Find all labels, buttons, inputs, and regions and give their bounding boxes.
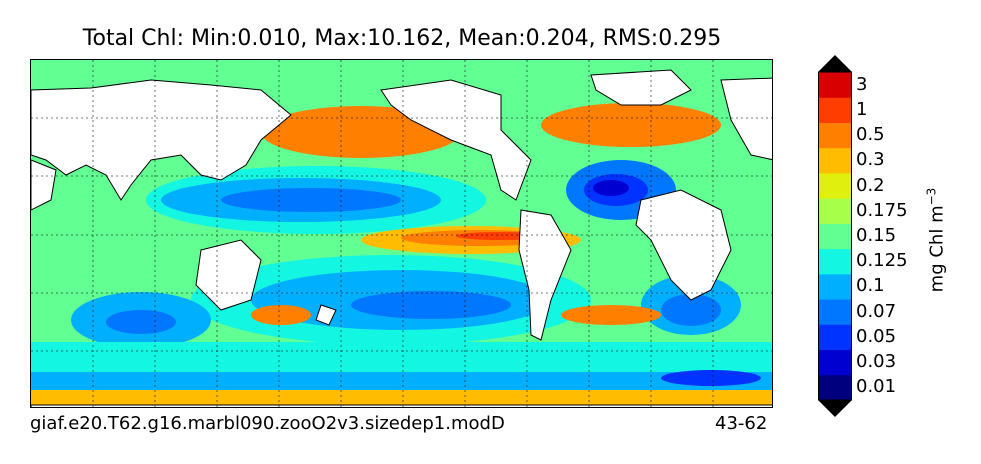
weddell-low [661, 370, 761, 386]
colorbar-bin [818, 349, 852, 376]
colorbar-bin [818, 72, 852, 98]
colorbar-tick-label: 0.3 [856, 149, 885, 171]
colorbar-tick-label: 0.03 [856, 351, 897, 373]
southern-ocean-band-2 [31, 372, 772, 392]
colorbar-tick-label: 0.2 [856, 174, 885, 196]
colorbar-bin [818, 147, 852, 174]
colorbar-bin [818, 299, 852, 325]
land-masses [31, 69, 772, 407]
colorbar-bin [818, 172, 852, 199]
antarctica [31, 404, 772, 407]
new-zealand [315, 304, 337, 326]
colorbar [818, 55, 852, 417]
north-pacific-gyre-core [221, 188, 401, 212]
south-america [518, 209, 572, 341]
north-america [380, 79, 532, 201]
north-atlantic-bloom [541, 103, 721, 147]
colorbar-tick-label: 3 [856, 73, 868, 95]
north-atlantic-gyre-core [593, 180, 629, 196]
colorbar-extend-min [818, 400, 852, 417]
colorbar-border [818, 71, 852, 401]
colorbar-tick-label: 0.07 [856, 300, 897, 322]
chlorophyll-map [30, 59, 773, 408]
colorbar-unit-label: mg Chl m−3 [925, 188, 948, 293]
colorbar-bin [818, 223, 852, 250]
colorbar-bin [818, 198, 852, 224]
southern-ocean-band [31, 342, 772, 372]
africa [635, 189, 732, 301]
graticule [31, 60, 772, 407]
unit-exponent: −3 [924, 187, 939, 206]
colorbar-tick-label: 0.125 [856, 250, 908, 272]
case-name-label: giaf.e20.T62.g16.marbl090.zooO2v3.sizede… [30, 413, 505, 434]
colorbar-tick-label: 0.05 [856, 325, 897, 347]
africa-east [31, 159, 57, 211]
colorbar-tick-label: 0.5 [856, 124, 885, 146]
eurasia [31, 79, 292, 201]
colorbar-bin [818, 122, 852, 149]
australia [195, 239, 262, 311]
patagonian-shelf-bloom [561, 305, 661, 325]
colorbar-bin [818, 248, 852, 275]
colorbar-tick-label: 0.1 [856, 275, 885, 297]
colorbar-extend-max [818, 55, 852, 72]
years-label: 43-62 [715, 413, 768, 434]
south-atlantic-gyre-core [661, 294, 721, 326]
antarctic-margin [31, 390, 772, 407]
colorbar-tick-label: 1 [856, 98, 868, 120]
unit-text: mg Chl m [926, 205, 948, 293]
colorbar-tick-label: 0.15 [856, 225, 897, 246]
colorbar-tick-label: 0.175 [856, 199, 908, 221]
south-pacific-gyre-core [351, 291, 511, 319]
greenland [590, 69, 692, 106]
map-canvas [31, 60, 772, 407]
indian-ocean-gyre-core [106, 310, 176, 334]
colorbar-bin [818, 374, 852, 401]
colorbar-tick-label: 0.01 [856, 376, 897, 398]
map-title: Total Chl: Min:0.010, Max:10.162, Mean:0… [82, 26, 722, 51]
europe [720, 77, 772, 161]
arctic-band [31, 60, 772, 74]
colorbar-bin [818, 324, 852, 351]
colorbar-bin [818, 97, 852, 123]
tasman-bloom [251, 305, 311, 325]
colorbar-bin [818, 273, 852, 300]
